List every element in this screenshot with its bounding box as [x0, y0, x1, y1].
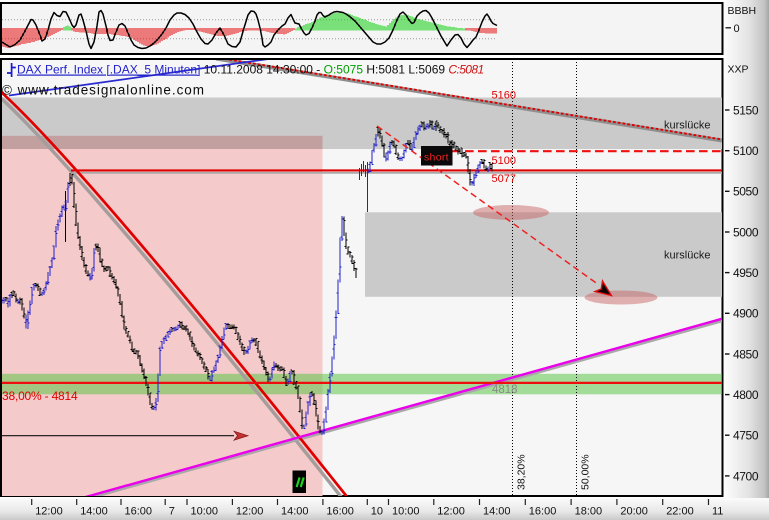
svg-text:5100: 5100	[733, 144, 759, 158]
svg-text:BBBH: BBBH	[728, 5, 757, 17]
svg-text:4750: 4750	[733, 429, 759, 443]
svg-text:16:00: 16:00	[529, 506, 557, 518]
svg-text:10: 10	[371, 506, 383, 518]
svg-text:12:00: 12:00	[437, 506, 465, 518]
svg-text:4818: 4818	[492, 384, 518, 396]
svg-text:5077: 5077	[492, 173, 516, 185]
svg-text:4900: 4900	[733, 307, 759, 321]
svg-text:5050: 5050	[733, 185, 759, 199]
svg-text:11: 11	[712, 506, 723, 518]
svg-text:5160: 5160	[492, 89, 516, 101]
svg-text:kurslücke: kurslücke	[664, 250, 710, 262]
svg-text:0: 0	[734, 23, 740, 35]
svg-text:12:00: 12:00	[236, 506, 264, 518]
svg-text:16:00: 16:00	[125, 506, 153, 518]
svg-text:16:00: 16:00	[326, 506, 354, 518]
svg-text:4800: 4800	[733, 388, 759, 402]
svg-text:14:00: 14:00	[281, 506, 309, 518]
svg-text:5150: 5150	[733, 103, 759, 117]
svg-text:4850: 4850	[733, 347, 759, 361]
svg-text:7: 7	[169, 506, 175, 518]
svg-text:4700: 4700	[733, 469, 759, 483]
svg-text:4950: 4950	[733, 266, 759, 280]
svg-text:14:00: 14:00	[80, 506, 108, 518]
svg-text:DAX Perf. Index [.DAX_5 Minute: DAX Perf. Index [.DAX_5 Minuten] 10.11.2…	[17, 63, 484, 77]
svg-text:38,20%: 38,20%	[516, 454, 528, 490]
svg-text:XXP: XXP	[728, 64, 749, 76]
svg-text:20:00: 20:00	[620, 506, 648, 518]
svg-text:22:00: 22:00	[666, 506, 694, 518]
svg-text:18:00: 18:00	[575, 506, 603, 518]
svg-text:38,00% - 4814: 38,00% - 4814	[2, 389, 78, 403]
svg-text:12:00: 12:00	[35, 506, 63, 518]
svg-text:50,00%: 50,00%	[580, 454, 592, 490]
svg-text:10:00: 10:00	[191, 506, 219, 518]
svg-text:© www.tradesignalonline.com: © www.tradesignalonline.com	[2, 83, 205, 98]
svg-text:kurslücke: kurslücke	[664, 120, 710, 132]
svg-text:short: short	[424, 151, 449, 163]
svg-text:5100: 5100	[492, 155, 516, 167]
svg-text:5000: 5000	[733, 225, 759, 239]
svg-text:10:00: 10:00	[392, 506, 420, 518]
svg-text:14:00: 14:00	[483, 506, 511, 518]
